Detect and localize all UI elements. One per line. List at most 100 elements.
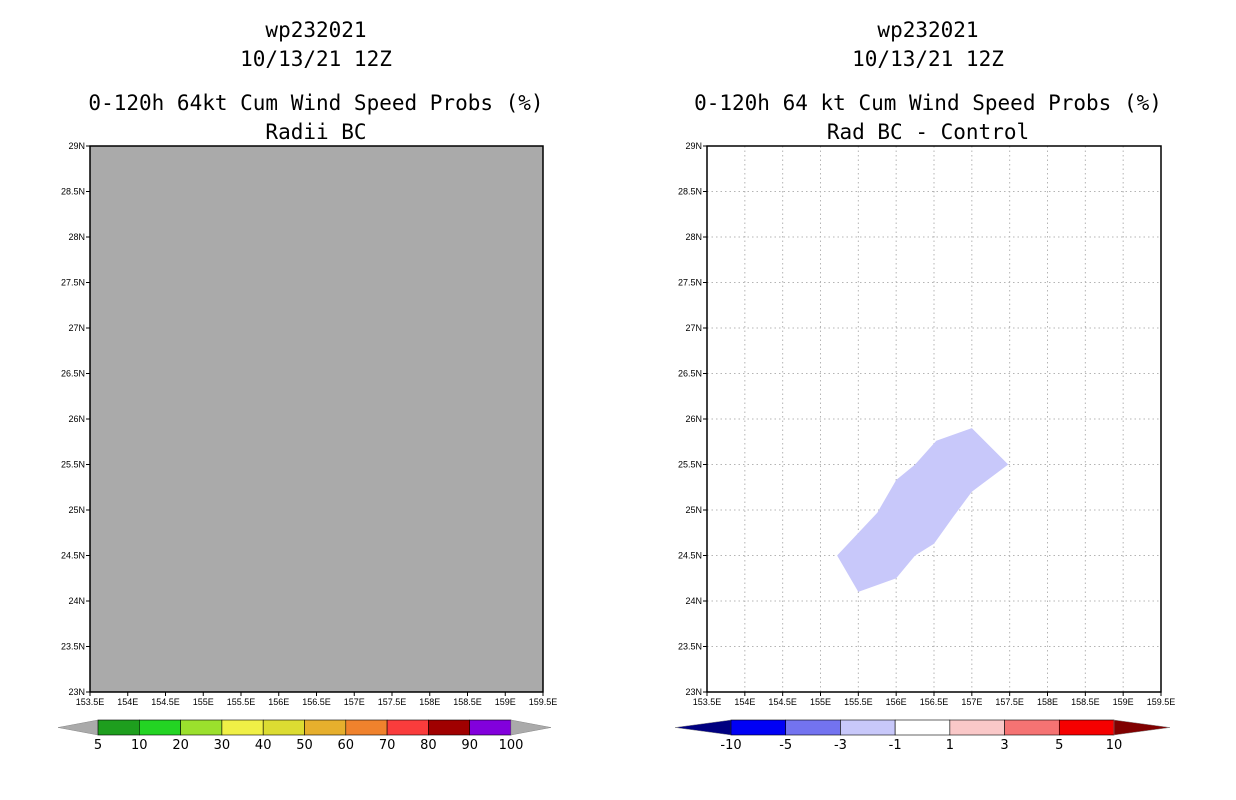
x-tick-label: 154.5E: [768, 697, 797, 707]
x-axis-ticks: 153.5E 154E 154.5E 155E 155.5E 156E 156.5E 157E…: [693, 692, 1176, 707]
y-axis-ticks: 23N 23.5N 24N 24.5N 25N 25.5N 26N 26.5N 27N 27.5N…: [678, 141, 707, 697]
x-tick-label: 159E: [495, 697, 516, 707]
colorbar-label: 10: [131, 738, 148, 753]
y-tick-label: 28.5N: [61, 187, 85, 197]
x-tick-label: 154.5E: [151, 697, 180, 707]
y-tick-label: 23.5N: [678, 642, 702, 652]
y-tick-label: 27.5N: [61, 278, 85, 288]
y-tick-label: 25N: [685, 505, 702, 515]
title-line-storm-id: wp232021: [877, 18, 978, 42]
y-tick-label: 28.5N: [678, 187, 702, 197]
x-tick-label: 155.5E: [844, 697, 873, 707]
colorbar-box: [949, 719, 1005, 736]
colorbar-label: 5: [1055, 738, 1063, 753]
colorbar-box: [730, 719, 787, 736]
colorbar-box: [1058, 719, 1115, 736]
x-axis-ticks: 153.5E 154E 154.5E 155E 155.5E 156E 156.5E 157E…: [76, 692, 558, 707]
colorbar-label: 5: [94, 738, 102, 753]
map-background: [90, 146, 543, 692]
colorbar-box: [304, 719, 347, 736]
y-tick-label: 23N: [68, 687, 85, 697]
y-tick-label: 26.5N: [678, 369, 702, 379]
colorbar-box: [428, 719, 470, 736]
x-tick-label: 159.5E: [1147, 697, 1176, 707]
y-tick-label: 25N: [68, 505, 85, 515]
x-tick-label: 158.5E: [453, 697, 482, 707]
y-tick-label: 24.5N: [61, 551, 85, 561]
y-axis-ticks: 23N 23.5N 24N 24.5N 25N 25.5N 26N 26.5N 27N 27.5N…: [61, 141, 90, 697]
colorbar-label: 30: [214, 738, 231, 753]
grid-lines: [707, 146, 1161, 692]
title-line-subtitle: Radii BC: [265, 120, 366, 144]
colorbar-label: -5: [779, 738, 792, 753]
colorbar-box: [345, 719, 388, 736]
x-tick-label: 156E: [268, 697, 289, 707]
y-tick-label: 23N: [685, 687, 702, 697]
colorbar-box: [139, 719, 181, 736]
title-line-storm-id: wp232021: [265, 18, 366, 42]
x-tick-label: 155E: [810, 697, 831, 707]
y-tick-label: 26.5N: [61, 369, 85, 379]
x-tick-label: 153.5E: [693, 697, 722, 707]
colorbar-over-arrow: [1113, 719, 1171, 736]
colorbar-box: [262, 719, 305, 736]
colorbar-box: [97, 719, 140, 736]
x-tick-label: 159.5E: [529, 697, 558, 707]
x-tick-label: 154E: [734, 697, 755, 707]
x-tick-label: 158E: [1037, 697, 1058, 707]
colorbar: -10 -5 -3 -1 1 3 5 10: [674, 719, 1171, 753]
x-tick-label: 157.5E: [995, 697, 1024, 707]
colorbar-under-arrow: [674, 719, 732, 736]
colorbar-label: 3: [1000, 738, 1008, 753]
x-tick-label: 157.5E: [378, 697, 407, 707]
colorbar-label: -10: [720, 738, 741, 753]
x-tick-label: 154E: [117, 697, 138, 707]
contour-region: [837, 428, 1009, 592]
colorbar-box: [180, 719, 223, 736]
y-tick-label: 29N: [685, 141, 702, 151]
x-tick-label: 159E: [1113, 697, 1134, 707]
x-tick-label: 157E: [961, 697, 982, 707]
x-tick-label: 156E: [886, 697, 907, 707]
colorbar-under-arrow: [57, 719, 99, 736]
y-tick-label: 23.5N: [61, 642, 85, 652]
colorbar-label: 60: [338, 738, 355, 753]
title-line-subtitle: Rad BC - Control: [827, 120, 1029, 144]
y-tick-label: 28N: [685, 232, 702, 242]
contour-fills: [837, 428, 1009, 592]
colorbar-label: -3: [834, 738, 847, 753]
colorbar-label: 10: [1106, 738, 1123, 753]
colorbar-label: 80: [420, 738, 437, 753]
title-line-date: 10/13/21 12Z: [852, 47, 1004, 71]
colorbar-box: [785, 719, 841, 736]
x-tick-label: 155E: [193, 697, 214, 707]
colorbar-box: [221, 719, 264, 736]
panel-radii-bc: wp232021 10/13/21 12Z 0-120h 64kt Cum Wi…: [57, 18, 558, 753]
y-tick-label: 26N: [68, 414, 85, 424]
colorbar-box: [894, 719, 951, 736]
colorbar-box: [840, 719, 896, 736]
colorbar-label: 90: [461, 738, 478, 753]
title-line-variable: 0-120h 64kt Cum Wind Speed Probs (%): [88, 91, 543, 115]
y-tick-label: 27N: [685, 323, 702, 333]
x-tick-label: 156.5E: [302, 697, 331, 707]
x-tick-label: 156.5E: [920, 697, 949, 707]
y-tick-label: 24.5N: [678, 551, 702, 561]
x-tick-label: 158.5E: [1071, 697, 1100, 707]
panel-rad-bc-minus-control: wp232021 10/13/21 12Z 0-120h 64 kt Cum W…: [674, 18, 1176, 753]
colorbar-label: 20: [172, 738, 189, 753]
x-tick-label: 158E: [419, 697, 440, 707]
colorbar-label: 100: [499, 738, 524, 753]
title-line-date: 10/13/21 12Z: [240, 47, 392, 71]
colorbar-label: 50: [296, 738, 313, 753]
y-tick-label: 29N: [68, 141, 85, 151]
y-tick-label: 25.5N: [678, 460, 702, 470]
y-tick-label: 26N: [685, 414, 702, 424]
colorbar: 5 10 20 30 40 50 60 70 80 90 100: [57, 719, 552, 753]
y-tick-label: 27N: [68, 323, 85, 333]
title-line-variable: 0-120h 64 kt Cum Wind Speed Probs (%): [694, 91, 1162, 115]
x-tick-label: 153.5E: [76, 697, 105, 707]
colorbar-label: 1: [946, 738, 954, 753]
colorbar-label: 70: [379, 738, 396, 753]
